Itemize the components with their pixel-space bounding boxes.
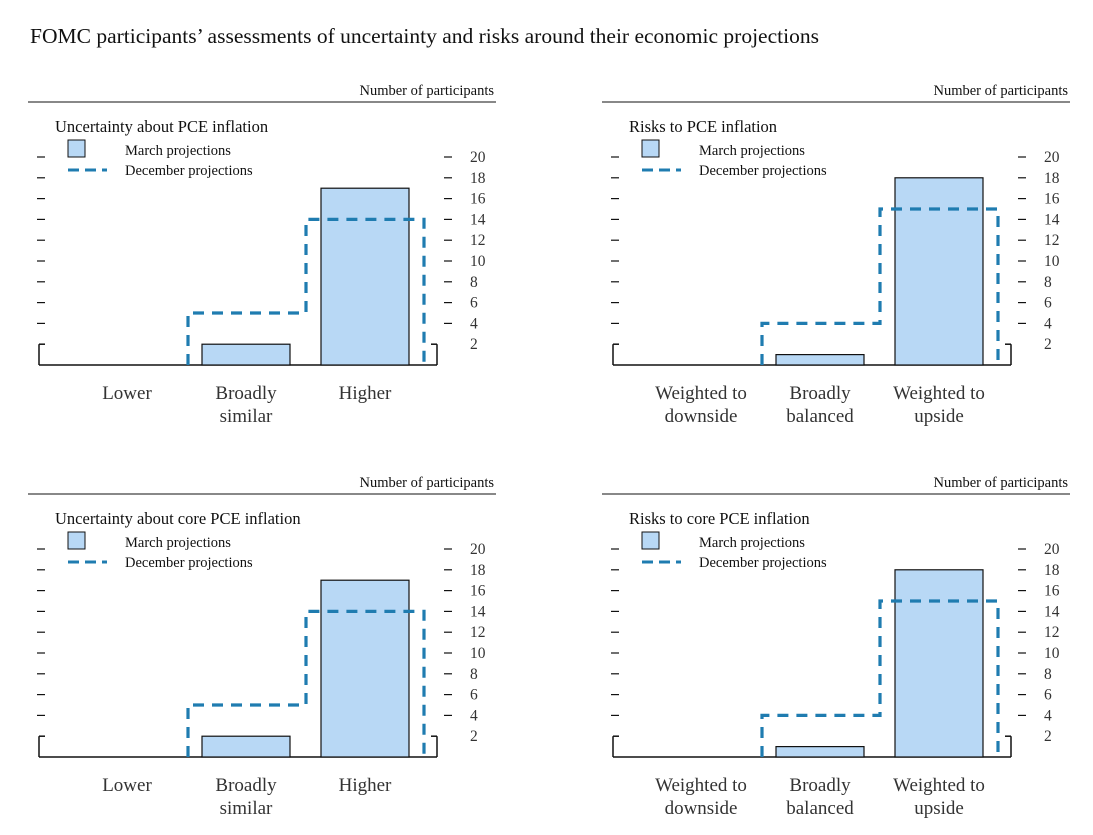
x-tick-label: similar [220, 798, 273, 819]
bar [320, 187, 410, 366]
legend-label: December projections [699, 555, 827, 571]
y-tick-label: 14 [1044, 211, 1060, 228]
y-tick-label: 12 [1044, 624, 1060, 641]
december-step-line [760, 207, 1000, 365]
bar [320, 579, 410, 758]
x-tick-label: Broadly [789, 383, 851, 404]
y-tick-label: 6 [1044, 687, 1052, 704]
y-tick-label: 8 [1044, 274, 1052, 291]
x-tick-label: Higher [339, 775, 392, 796]
legend-label: March projections [699, 143, 805, 159]
y-tick-label: 12 [1044, 232, 1060, 249]
ylabel: Number of participants [934, 83, 1069, 99]
x-tick-label: Lower [102, 775, 152, 796]
y-tick-label: 6 [470, 687, 478, 704]
y-tick-label: 10 [470, 645, 486, 662]
x-tick-label: Broadly [215, 775, 277, 796]
x-tick-label: Broadly [789, 775, 851, 796]
page-title: FOMC participants’ assessments of uncert… [30, 24, 819, 48]
y-tick-label: 18 [470, 170, 486, 187]
bar [894, 177, 984, 366]
x-tick-label: balanced [786, 406, 854, 427]
panel-title: Risks to PCE inflation [629, 117, 777, 136]
y-tick-label: 4 [470, 707, 478, 724]
x-tick-label: Weighted to [655, 383, 747, 404]
ylabel: Number of participants [934, 475, 1069, 491]
legend-label: March projections [699, 535, 805, 551]
legend-label: March projections [125, 143, 231, 159]
legend-label: December projections [125, 555, 253, 571]
y-tick-label: 2 [470, 336, 478, 353]
y-tick-label: 4 [1044, 707, 1052, 724]
y-tick-label: 2 [470, 728, 478, 745]
y-tick-label: 16 [470, 191, 486, 208]
x-tick-label: Weighted to [655, 775, 747, 796]
bar [894, 569, 984, 758]
chart-panel: Number of participants Risks to core PCE … [602, 475, 1070, 819]
y-tick-label: 10 [1044, 253, 1060, 270]
x-tick-label: Lower [102, 383, 152, 404]
y-tick-label: 10 [470, 253, 486, 270]
y-tick-label: 2 [1044, 728, 1052, 745]
x-tick-label: upside [914, 406, 964, 427]
ylabel: Number of participants [360, 83, 495, 99]
y-tick-label: 14 [470, 603, 486, 620]
y-tick-label: 18 [1044, 170, 1060, 187]
y-tick-label: 16 [1044, 583, 1060, 600]
y-tick-label: 16 [470, 583, 486, 600]
y-tick-label: 12 [470, 232, 486, 249]
y-tick-label: 14 [470, 211, 486, 228]
x-tick-label: Higher [339, 383, 392, 404]
y-tick-label: 18 [1044, 562, 1060, 579]
december-step-line [186, 609, 426, 757]
legend-label: December projections [699, 163, 827, 179]
bar [775, 746, 865, 758]
bar [775, 354, 865, 366]
y-tick-label: 6 [1044, 295, 1052, 312]
y-tick-label: 8 [1044, 666, 1052, 683]
y-tick-label: 8 [470, 274, 478, 291]
y-tick-label: 6 [470, 295, 478, 312]
x-tick-label: similar [220, 406, 273, 427]
x-tick-label: Weighted to [893, 383, 985, 404]
panel-title: Uncertainty about PCE inflation [55, 117, 268, 136]
y-tick-label: 12 [470, 624, 486, 641]
y-tick-label: 20 [1044, 149, 1060, 166]
panel-title: Uncertainty about core PCE inflation [55, 509, 301, 528]
legend-swatch-bar [67, 531, 86, 550]
y-tick-label: 4 [1044, 315, 1052, 332]
legend-label: December projections [125, 163, 253, 179]
legend-swatch-bar [641, 139, 660, 158]
x-tick-label: downside [665, 406, 738, 427]
panel-title: Risks to core PCE inflation [629, 509, 810, 528]
y-tick-label: 14 [1044, 603, 1060, 620]
bar [201, 343, 291, 366]
y-tick-label: 20 [470, 149, 486, 166]
y-tick-label: 2 [1044, 336, 1052, 353]
x-tick-label: balanced [786, 798, 854, 819]
y-tick-label: 18 [470, 562, 486, 579]
december-step-line [186, 217, 426, 365]
december-step-line [760, 599, 1000, 757]
y-tick-label: 10 [1044, 645, 1060, 662]
ylabel: Number of participants [360, 475, 495, 491]
y-tick-label: 8 [470, 666, 478, 683]
legend-label: March projections [125, 535, 231, 551]
y-tick-label: 16 [1044, 191, 1060, 208]
x-tick-label: downside [665, 798, 738, 819]
chart-panel: Number of participants Uncertainty about … [28, 475, 496, 819]
bar [201, 735, 291, 758]
y-tick-label: 20 [1044, 541, 1060, 558]
chart-panel: Number of participants Uncertainty about … [28, 83, 496, 427]
x-tick-label: Broadly [215, 383, 277, 404]
x-tick-label: Weighted to [893, 775, 985, 796]
chart-panel: Number of participants Risks to PCE infla… [602, 83, 1070, 427]
legend-swatch-bar [641, 531, 660, 550]
x-tick-label: upside [914, 798, 964, 819]
y-tick-label: 20 [470, 541, 486, 558]
y-tick-label: 4 [470, 315, 478, 332]
legend-swatch-bar [67, 139, 86, 158]
